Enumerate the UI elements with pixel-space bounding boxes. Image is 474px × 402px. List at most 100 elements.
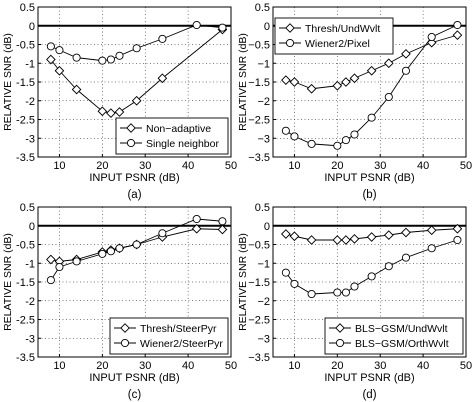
legend-marker: [126, 138, 136, 148]
data-point: [72, 53, 81, 62]
data-point: [281, 75, 291, 85]
legend-box: [274, 17, 394, 55]
data-point: [132, 44, 141, 53]
series-1: [281, 223, 463, 245]
data-point: [384, 262, 393, 271]
legend-marker: [335, 323, 345, 333]
chart-panel-1: 10 20 30 40 50 0.5 0 -0.5 -1 -1.5 -2 -2.5 -3 -3.5 INPU…: [2, 2, 237, 201]
data-point: [306, 83, 317, 94]
y-axis-label: RELATIVE SNR (dB): [237, 33, 249, 131]
data-point: [106, 108, 116, 118]
data-point: [332, 235, 343, 245]
y-tick-label: −1.5: [248, 77, 270, 89]
legend: Thresh/UndWvlt Wiener2/Pixel: [274, 17, 394, 55]
x-tick-label: 30: [139, 360, 151, 372]
data-point: [46, 42, 55, 51]
data-point: [427, 244, 436, 253]
data-point: [72, 257, 81, 266]
data-point: [114, 107, 125, 117]
data-point: [383, 58, 394, 69]
data-point: [115, 244, 124, 253]
data-point: [341, 77, 351, 87]
data-point: [349, 234, 360, 244]
series-1: [281, 30, 463, 94]
data-point: [46, 276, 55, 285]
x-tick-label: 10: [288, 360, 300, 372]
legend: Thresh/SteerPyr Wiener2/SteerPyr: [109, 317, 229, 355]
data-point: [453, 235, 462, 245]
data-point: [218, 23, 227, 32]
x-axis-label: INPUT PSNR (dB): [324, 172, 414, 184]
chart-panel-4: 10 20 30 40 50 0.5 0 −0.5 −1 −1.5 −2 −2.5 −3 −3.5 INPU…: [237, 202, 472, 401]
series-line: [50, 218, 223, 281]
y-tick-label: −2.5: [248, 315, 270, 327]
data-point: [307, 139, 316, 148]
series-2: [281, 20, 462, 150]
x-tick-label: 40: [182, 360, 194, 372]
y-tick-label: −1: [257, 258, 270, 270]
data-point: [191, 223, 202, 234]
data-point: [217, 224, 228, 235]
legend-marker: [335, 338, 345, 348]
data-point: [383, 230, 394, 240]
series-2: [46, 214, 227, 285]
x-tick-label: 40: [417, 360, 429, 372]
data-point: [401, 49, 411, 59]
y-tick-label: 0: [29, 221, 35, 233]
chart-panel-2: 10 20 30 40 50 0.5 0 −0.5 −1 −1.5 −2 −2.5 −3 −3.5 INPU…: [237, 2, 472, 201]
data-point: [289, 231, 300, 242]
y-tick-label: 0: [264, 221, 270, 233]
data-point: [131, 95, 142, 106]
legend-entry-label: BLS−GSM/OrthWvlt: [355, 338, 449, 350]
x-tick-label: 30: [139, 160, 151, 172]
data-point: [98, 249, 107, 258]
data-point: [106, 247, 115, 256]
x-tick-label: 10: [53, 160, 65, 172]
data-point: [98, 56, 107, 65]
data-point: [367, 272, 376, 281]
y-tick-label: 0.5: [255, 2, 270, 14]
legend-entry-label: Thresh/UndWvlt: [305, 23, 380, 35]
legend-box: [115, 117, 229, 155]
series-line: [50, 228, 223, 262]
legend-marker: [120, 338, 130, 348]
data-point: [290, 132, 299, 141]
y-tick-label: 0.5: [20, 2, 35, 14]
panel-label: (d): [362, 389, 376, 401]
data-point: [158, 34, 167, 43]
legend-entry-label: BLS−GSM/UndWvlt: [355, 323, 448, 335]
y-tick-label: −3: [257, 133, 270, 145]
y-tick-label: -1.5: [16, 77, 35, 89]
legend-entry-label: Thresh/SteerPyr: [140, 323, 217, 335]
data-point: [401, 253, 411, 262]
data-point: [341, 288, 350, 297]
x-axis-label: INPUT PSNR (dB): [324, 372, 414, 384]
data-point: [349, 73, 360, 84]
data-point: [307, 289, 316, 299]
x-tick-label: 40: [417, 160, 429, 172]
data-point: [54, 65, 65, 76]
data-point: [46, 54, 56, 65]
data-point: [333, 288, 342, 297]
x-tick-label: 20: [96, 160, 108, 172]
legend-box: [324, 317, 464, 355]
data-point: [366, 65, 377, 76]
x-tick-label: 30: [374, 160, 386, 172]
series-1: [46, 24, 228, 118]
legend: BLS−GSM/UndWvlt BLS−GSM/OrthWvlt: [324, 317, 464, 355]
x-tick-label: 50: [460, 160, 472, 172]
x-tick-label: 20: [331, 360, 343, 372]
chart-panel-3: 10 20 30 40 50 0.5 0 -0.5 -1 -1.5 -2 -2.5 -3 -3.5 INPU…: [2, 202, 237, 401]
data-point: [452, 30, 463, 40]
data-point: [341, 235, 351, 245]
y-tick-label: −0.5: [248, 240, 270, 252]
data-point: [192, 20, 201, 30]
x-tick-label: 50: [225, 360, 237, 372]
y-axis-label: RELATIVE SNR (dB): [2, 33, 14, 131]
data-point: [427, 32, 436, 42]
legend-entry-label: Wiener2/SteerPyr: [140, 338, 223, 350]
legend-marker: [126, 123, 136, 133]
data-point: [306, 235, 317, 245]
x-tick-label: 50: [225, 160, 237, 172]
data-point: [218, 217, 227, 226]
